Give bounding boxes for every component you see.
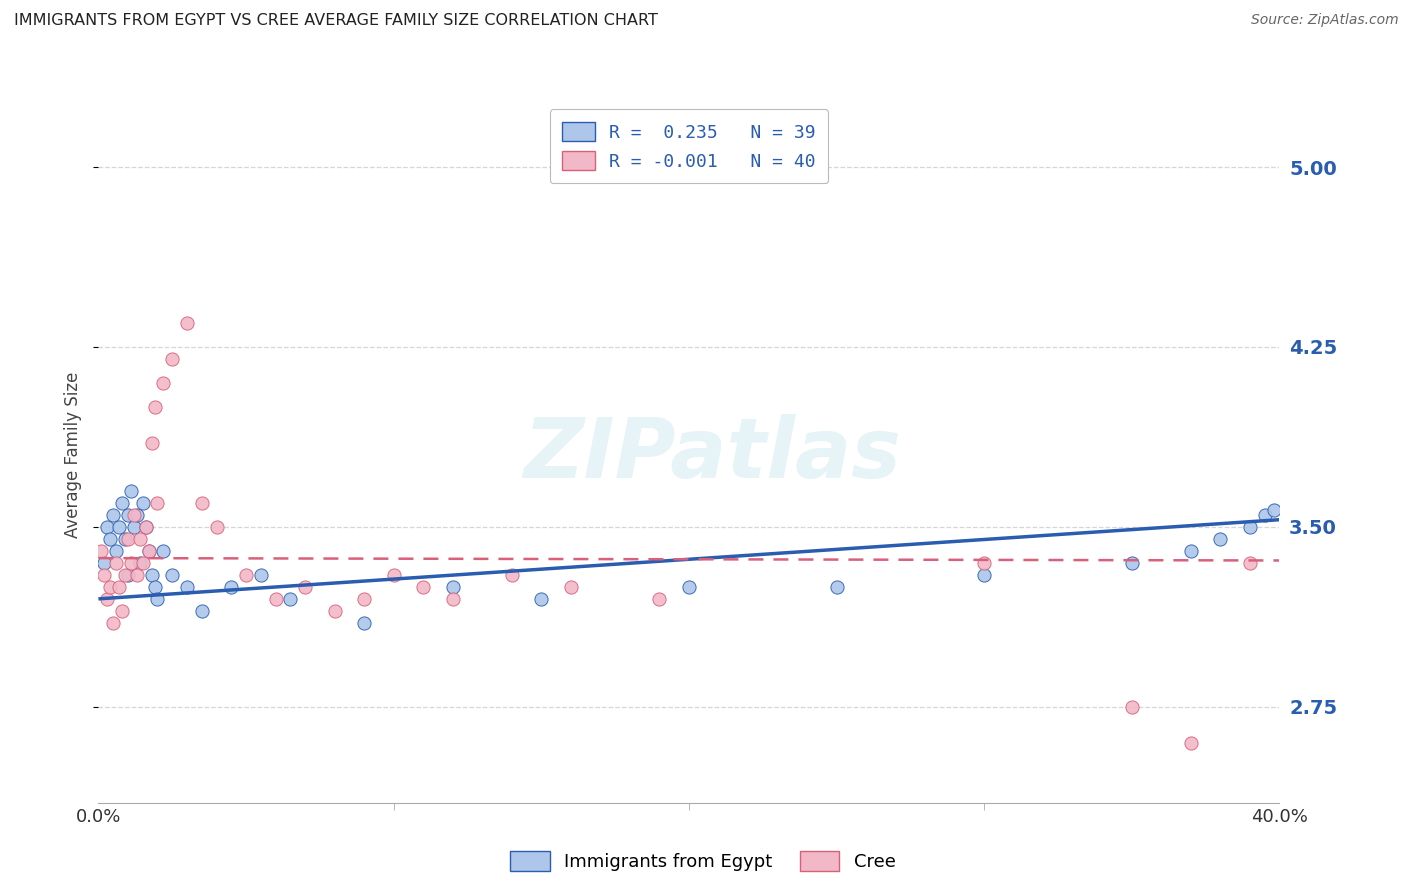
Point: [117, 532, 139, 546]
Point: [560, 580, 582, 594]
Point: [825, 580, 848, 594]
Point: [323, 604, 346, 618]
Point: [1121, 556, 1143, 570]
Point: [441, 591, 464, 606]
Point: [530, 591, 553, 606]
Point: [973, 567, 995, 582]
Point: [122, 508, 145, 522]
Point: [114, 532, 136, 546]
Point: [98, 532, 121, 546]
Point: [1121, 699, 1143, 714]
Point: [353, 591, 375, 606]
Point: [90, 544, 112, 558]
Text: Source: ZipAtlas.com: Source: ZipAtlas.com: [1251, 13, 1399, 28]
Point: [1180, 736, 1202, 750]
Point: [152, 544, 174, 558]
Point: [111, 496, 134, 510]
Point: [114, 567, 136, 582]
Text: ZIPatlas: ZIPatlas: [523, 415, 901, 495]
Point: [162, 567, 183, 582]
Point: [973, 556, 995, 570]
Point: [105, 544, 128, 558]
Point: [120, 483, 142, 498]
Point: [1239, 520, 1261, 534]
Point: [125, 567, 148, 582]
Point: [250, 567, 273, 582]
Point: [1239, 556, 1261, 570]
Point: [103, 508, 125, 522]
Legend: R =  0.235   N = 39, R = -0.001   N = 40: R = 0.235 N = 39, R = -0.001 N = 40: [550, 109, 828, 183]
Point: [108, 520, 131, 534]
Point: [1263, 503, 1285, 517]
Point: [111, 604, 134, 618]
Point: [441, 580, 464, 594]
Point: [152, 376, 174, 390]
Point: [353, 615, 375, 630]
Point: [205, 520, 228, 534]
Point: [135, 520, 157, 534]
Point: [103, 615, 125, 630]
Text: IMMIGRANTS FROM EGYPT VS CREE AVERAGE FAMILY SIZE CORRELATION CHART: IMMIGRANTS FROM EGYPT VS CREE AVERAGE FA…: [14, 13, 658, 29]
Point: [122, 520, 145, 534]
Point: [105, 556, 128, 570]
Point: [141, 436, 163, 450]
Point: [235, 567, 257, 582]
Point: [1209, 532, 1232, 546]
Point: [108, 580, 131, 594]
Point: [132, 556, 155, 570]
Point: [98, 580, 121, 594]
Point: [146, 496, 169, 510]
Point: [128, 532, 150, 546]
Point: [278, 591, 302, 606]
Point: [294, 580, 316, 594]
Point: [138, 544, 160, 558]
Point: [125, 508, 148, 522]
Point: [191, 604, 214, 618]
Point: [143, 400, 166, 414]
Point: [264, 591, 287, 606]
Legend: Immigrants from Egypt, Cree: Immigrants from Egypt, Cree: [503, 844, 903, 879]
Point: [96, 591, 118, 606]
Point: [382, 567, 405, 582]
Point: [146, 591, 169, 606]
Point: [191, 496, 214, 510]
Point: [96, 520, 118, 534]
Point: [128, 556, 150, 570]
Point: [412, 580, 434, 594]
Y-axis label: Average Family Size: Average Family Size: [65, 372, 83, 538]
Point: [176, 316, 198, 330]
Point: [219, 580, 242, 594]
Point: [162, 351, 183, 366]
Point: [93, 567, 115, 582]
Point: [120, 556, 142, 570]
Point: [143, 580, 166, 594]
Point: [117, 508, 139, 522]
Point: [648, 591, 671, 606]
Point: [132, 496, 155, 510]
Point: [176, 580, 198, 594]
Point: [117, 567, 139, 582]
Point: [1254, 508, 1277, 522]
Point: [138, 544, 160, 558]
Point: [135, 520, 157, 534]
Point: [93, 556, 115, 570]
Point: [678, 580, 700, 594]
Point: [1180, 544, 1202, 558]
Point: [501, 567, 523, 582]
Point: [141, 567, 163, 582]
